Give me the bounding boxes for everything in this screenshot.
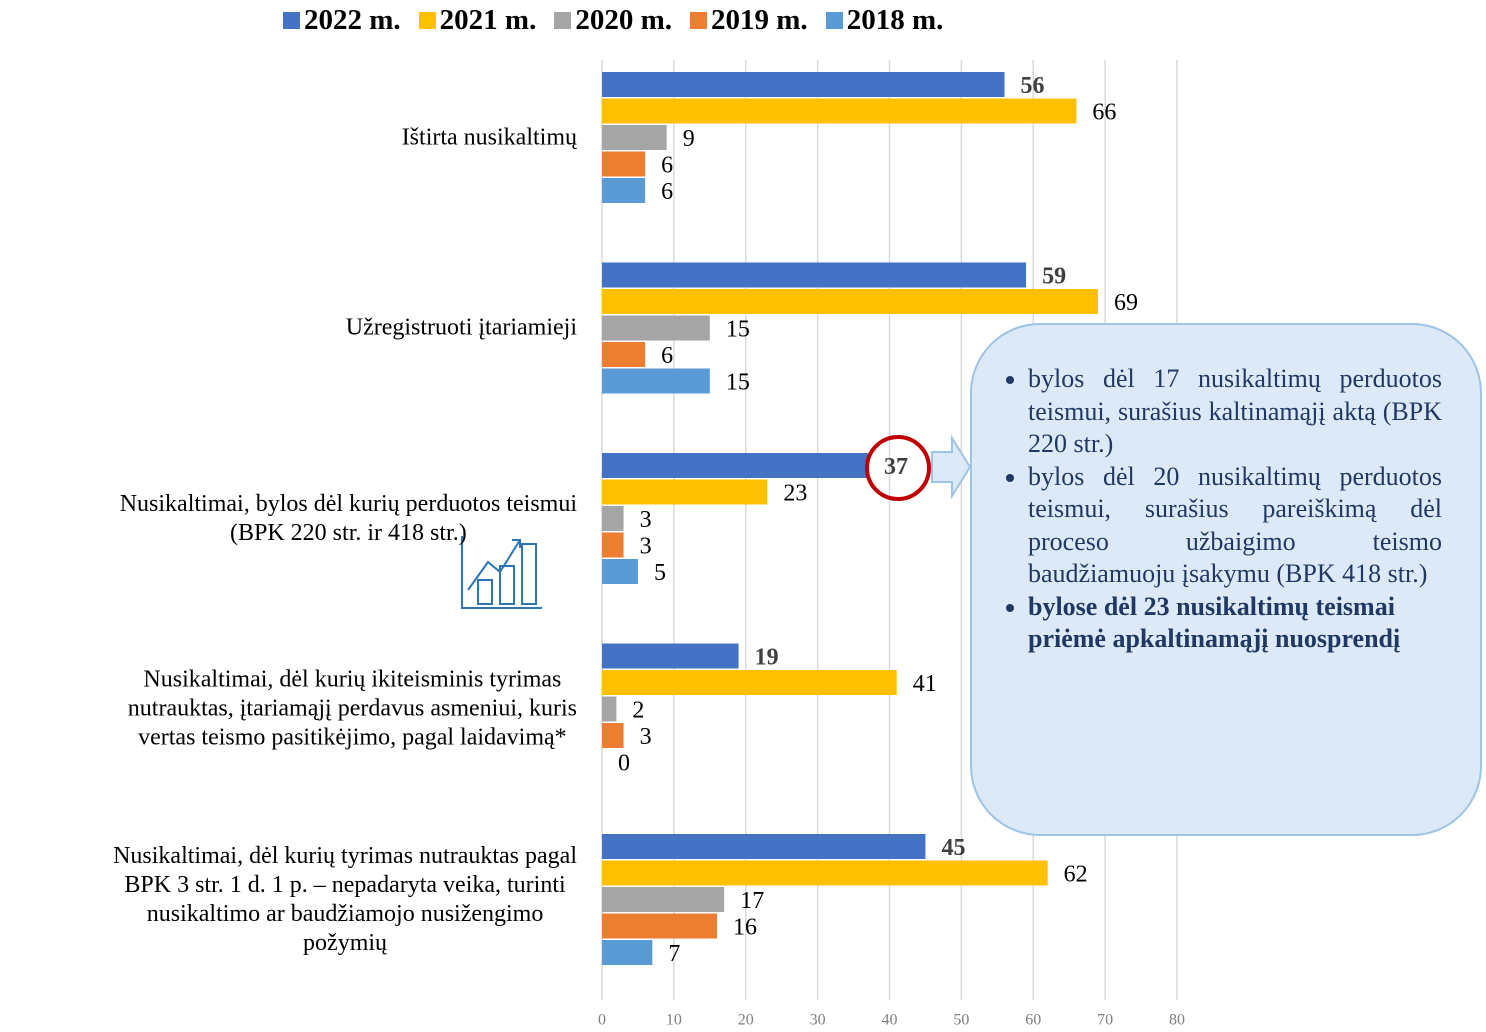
value-label: 0 — [618, 751, 630, 777]
callout-item: bylos dėl 20 nusikaltimų perduotos teism… — [1028, 461, 1442, 591]
value-label: 19 — [755, 645, 779, 671]
legend-label: 2021 m. — [439, 4, 537, 36]
value-label: 16 — [733, 915, 757, 941]
callout-arrow — [931, 434, 972, 500]
legend-swatch — [283, 12, 300, 29]
highlight-circle — [865, 435, 931, 501]
legend-item: 2021 m. — [418, 4, 537, 37]
value-label: 6 — [661, 153, 673, 179]
bar — [602, 643, 739, 669]
legend-swatch — [418, 12, 436, 29]
value-label: 15 — [726, 370, 750, 396]
legend-swatch — [690, 12, 708, 29]
x-tick-label: 80 — [1169, 1012, 1185, 1029]
legend-item: 2019 m. — [690, 4, 808, 37]
legend-swatch — [825, 12, 843, 29]
value-label: 69 — [1114, 290, 1138, 316]
bar — [602, 532, 624, 558]
value-label: 62 — [1064, 862, 1088, 888]
x-tick-label: 40 — [882, 1012, 898, 1029]
category-label: Nusikaltimai, dėl kurių ikiteisminis tyr… — [127, 666, 577, 751]
category-label: Nusikaltimai, bylos dėl kurių perduotos … — [119, 490, 577, 546]
bar — [602, 368, 710, 394]
value-label: 3 — [640, 724, 652, 750]
value-label: 23 — [783, 481, 807, 507]
bar — [602, 72, 1005, 97]
bar — [602, 479, 768, 505]
value-label: 6 — [661, 179, 673, 205]
bar — [602, 98, 1077, 124]
legend-label: 2019 m. — [711, 4, 808, 36]
value-label: 56 — [1021, 73, 1045, 99]
value-label: 9 — [683, 126, 695, 152]
value-label: 15 — [726, 317, 750, 343]
value-label: 3 — [640, 534, 652, 560]
bar — [602, 834, 926, 859]
bar — [602, 559, 638, 584]
legend-item: 2020 m. — [554, 4, 672, 37]
value-label: 17 — [740, 888, 764, 914]
legend-swatch — [554, 12, 572, 29]
legend-label: 2018 m. — [846, 4, 944, 36]
x-tick-label: 70 — [1097, 1012, 1113, 1029]
bar — [602, 887, 725, 912]
value-label: 37 — [884, 454, 908, 480]
bar — [602, 506, 624, 531]
callout-item: bylose dėl 23 nusikaltimų teismai priėmė… — [1028, 591, 1442, 656]
x-tick-label: 60 — [1025, 1012, 1041, 1029]
callout-item: bylos dėl 17 nusikaltimų perduotos teism… — [1028, 363, 1442, 461]
value-label: 3 — [640, 507, 652, 533]
x-tick-label: 10 — [666, 1012, 682, 1029]
category-label: Ištirta nusikaltimų — [401, 124, 577, 150]
category-label: Užregistruoti įtariamieji — [345, 314, 577, 341]
bar — [602, 913, 717, 939]
value-label: 7 — [668, 941, 680, 967]
legend-item: 2018 m. — [825, 4, 944, 37]
value-label: 2 — [632, 698, 644, 724]
legend-label: 2020 m. — [575, 4, 673, 36]
bar — [602, 670, 897, 695]
legend-label: 2022 m. — [304, 4, 401, 36]
value-label: 5 — [654, 560, 666, 586]
bar — [602, 315, 710, 341]
value-label: 66 — [1092, 100, 1116, 126]
x-tick-label: 50 — [953, 1012, 969, 1029]
callout: bylos dėl 17 nusikaltimų perduotos teism… — [970, 323, 1482, 836]
bar — [602, 696, 617, 722]
bar — [602, 342, 646, 367]
value-label: 6 — [661, 343, 673, 369]
bar — [602, 940, 653, 965]
value-label: 41 — [913, 671, 937, 697]
bar — [602, 289, 1098, 314]
chart-icon — [461, 536, 542, 609]
bar — [602, 723, 624, 748]
x-tick-label: 30 — [810, 1012, 826, 1029]
category-label: Nusikaltimai, dėl kurių tyrimas nutraukt… — [113, 842, 577, 956]
legend-item: 2022 m. — [283, 4, 401, 37]
bar — [602, 125, 667, 150]
legend: 2022 m. 2021 m. 2020 m. 2019 m. 2018 m. — [283, 4, 943, 37]
bar — [602, 453, 868, 478]
value-label: 45 — [941, 835, 965, 861]
bar — [602, 860, 1048, 886]
bar — [602, 178, 646, 203]
x-tick-label: 20 — [738, 1012, 754, 1029]
bar — [602, 262, 1027, 288]
value-label: 59 — [1042, 264, 1066, 290]
bar — [602, 151, 646, 177]
x-tick-label: 0 — [598, 1012, 606, 1029]
